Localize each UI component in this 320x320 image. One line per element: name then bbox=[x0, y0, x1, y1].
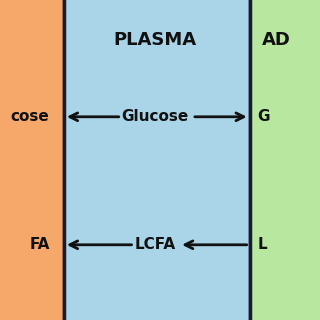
Text: G: G bbox=[258, 109, 270, 124]
Text: LCFA: LCFA bbox=[135, 237, 176, 252]
Text: FA: FA bbox=[29, 237, 50, 252]
Bar bbox=[250, 0, 320, 320]
Text: cose: cose bbox=[11, 109, 50, 124]
Text: L: L bbox=[258, 237, 267, 252]
Text: PLASMA: PLASMA bbox=[114, 31, 197, 49]
Bar bbox=[64, 0, 250, 320]
Text: Glucose: Glucose bbox=[122, 109, 189, 124]
Text: AD: AD bbox=[262, 31, 291, 49]
Bar bbox=[0, 0, 64, 320]
